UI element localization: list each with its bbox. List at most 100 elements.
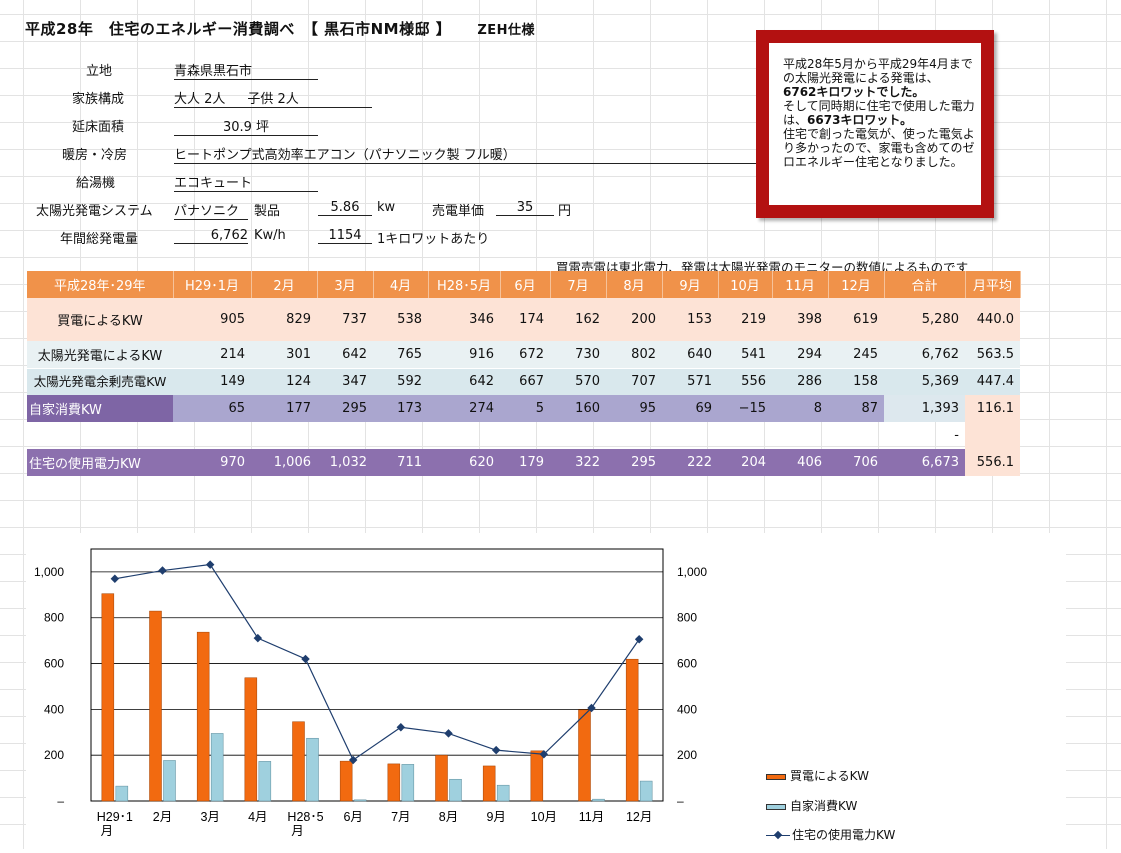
self-cell-3: 295 (317, 395, 373, 422)
bar-self (449, 778, 462, 802)
solar-cell-4: 765 (373, 341, 428, 369)
blank-cell-8 (606, 422, 662, 449)
self-cell-14: 116.1 (965, 395, 1020, 422)
plot-border (90, 548, 664, 802)
sell-cell-3: 347 (317, 368, 373, 395)
use-cell-0: 住宅の使用電力KW (27, 449, 173, 476)
buy-cell-8: 200 (606, 298, 662, 341)
point-use (491, 745, 501, 755)
note-line2: そして同時期に住宅で使用した電力は、 (783, 99, 975, 127)
legend-use-label: 住宅の使用電力KW (792, 828, 896, 842)
bar-buy (435, 754, 448, 802)
sell-price: 35 (496, 200, 554, 216)
header-cell-9: 9月 (662, 271, 719, 298)
self-cell-13: 1,393 (884, 395, 965, 422)
solar-cell-1: 214 (173, 341, 251, 369)
legend-self: 自家消費KW (766, 797, 857, 814)
solar-cell-14: 563.5 (965, 341, 1020, 369)
x-tick-label: 3月 (200, 810, 219, 824)
point-use (205, 560, 215, 569)
table-row-sell: 太陽光発電余剰売電KW 149 124 347 592 642 667 570 707 571 55… (27, 368, 1020, 395)
self-cell-8: 95 (606, 395, 662, 422)
sell-cell-14: 447.4 (965, 368, 1020, 395)
use-cell-11: 406 (772, 449, 828, 476)
blank-cell-9 (662, 422, 718, 449)
sell-cell-5: 642 (428, 368, 500, 395)
sell-cell-9: 571 (662, 368, 718, 395)
summary-note: 平成28年5月から平成29年4月までの太陽光発電による発電は、 6762キロワット… (769, 43, 981, 205)
annual-per-label: 1キロワットあたり (377, 232, 490, 247)
blank-cell-11 (772, 422, 828, 449)
family-label: 家族構成 (72, 92, 125, 107)
x-tick-label: H28･5 (287, 810, 323, 824)
bar-buy (530, 750, 544, 802)
use-cell-1: 970 (173, 449, 251, 476)
solar-cell-2: 301 (251, 341, 317, 369)
solar-cell-3: 642 (317, 341, 373, 369)
bar-buy (387, 763, 401, 802)
bar-buy (578, 709, 591, 802)
sell-cell-4: 592 (373, 368, 428, 395)
self-cell-0: 自家消費KW (27, 395, 173, 422)
solar-cell-10: 541 (718, 341, 772, 369)
blank-cell-7 (550, 422, 606, 449)
y-tick-label-right: 800 (677, 611, 697, 625)
buy-cell-11: 398 (772, 298, 828, 341)
buy-cell-14: 440.0 (965, 298, 1020, 341)
bar-self (115, 785, 129, 802)
bar-self (496, 784, 510, 802)
solar-cell-0: 太陽光発電によるKW (27, 341, 173, 369)
use-cell-4: 711 (373, 449, 428, 476)
location-label: 立地 (86, 64, 113, 79)
note-value1: 6762キロワットでした。 (783, 85, 925, 99)
solar-cell-11: 294 (772, 341, 828, 369)
y-tick-label-left: 400 (44, 702, 64, 716)
y-tick-label-right: 600 (677, 657, 697, 671)
x-tick-label: 8月 (439, 810, 458, 824)
floor-number: 30.9 (222, 120, 252, 135)
self-cell-5: 274 (428, 395, 500, 422)
use-cell-7: 322 (550, 449, 606, 476)
table-row-self: 自家消費KW 65 177 295 173 274 5 160 95 69 −15 8 87 1,393 1… (27, 395, 1020, 422)
blank-cell-14 (965, 422, 1020, 449)
bar-buy (244, 677, 258, 802)
blank-cell-0 (27, 422, 173, 449)
blank-cell-5 (428, 422, 500, 449)
use-cell-13: 6,673 (884, 449, 965, 476)
buy-cell-6: 174 (500, 298, 550, 341)
y-tick-label-right: – (677, 794, 684, 808)
point-use (158, 566, 167, 575)
bar-buy (196, 631, 210, 802)
header-cell-5: H28･5月 (428, 271, 501, 298)
legend-use-marker (766, 830, 790, 840)
use-cell-9: 222 (662, 449, 718, 476)
annual-per-kw: 1154 (318, 228, 372, 244)
y-tick-label-right: 1,000 (677, 565, 707, 579)
floor-label: 延床面積 (72, 120, 125, 135)
family-adults: 大人 2人 (174, 92, 226, 107)
sell-cell-11: 286 (772, 368, 828, 395)
self-cell-12: 87 (828, 395, 884, 422)
blank-cell-12 (828, 422, 884, 449)
buy-cell-1: 905 (173, 298, 251, 341)
solar-cell-6: 672 (500, 341, 550, 369)
blank-cell-13: - (954, 428, 959, 443)
header-cell-1: H29･1月 (173, 271, 252, 298)
bar-buy (101, 593, 115, 802)
energy-chart: – – 200 200 400 400 600 600 800 800 1,000 1,000 H29･… (34, 548, 707, 838)
bar-buy (339, 760, 353, 802)
solar-cell-7: 730 (550, 341, 606, 369)
annual-unit: Kw/h (254, 228, 286, 243)
x-tick-label: 6月 (343, 810, 362, 824)
family-value: 大人 2人 子供 2人 (174, 88, 372, 108)
solar-maker: パナソニク (174, 200, 248, 220)
title-text: 平成28年 住宅のエネルギー消費調べ 【 黒石市NM様邸 】 (25, 20, 452, 38)
sell-cell-8: 707 (606, 368, 662, 395)
use-cell-12: 706 (828, 449, 884, 476)
bar-self (258, 761, 272, 802)
buy-cell-5: 346 (428, 298, 500, 341)
bar-buy (482, 765, 496, 802)
energy-table-body: 平成28年･29年 H29･1月 2月 3月 4月 H28･5月 6月 7月 8月 9月 10月 11… (27, 271, 1021, 476)
solar-cell-9: 640 (662, 341, 718, 369)
floor-value: 30.9 坪 (174, 116, 318, 136)
